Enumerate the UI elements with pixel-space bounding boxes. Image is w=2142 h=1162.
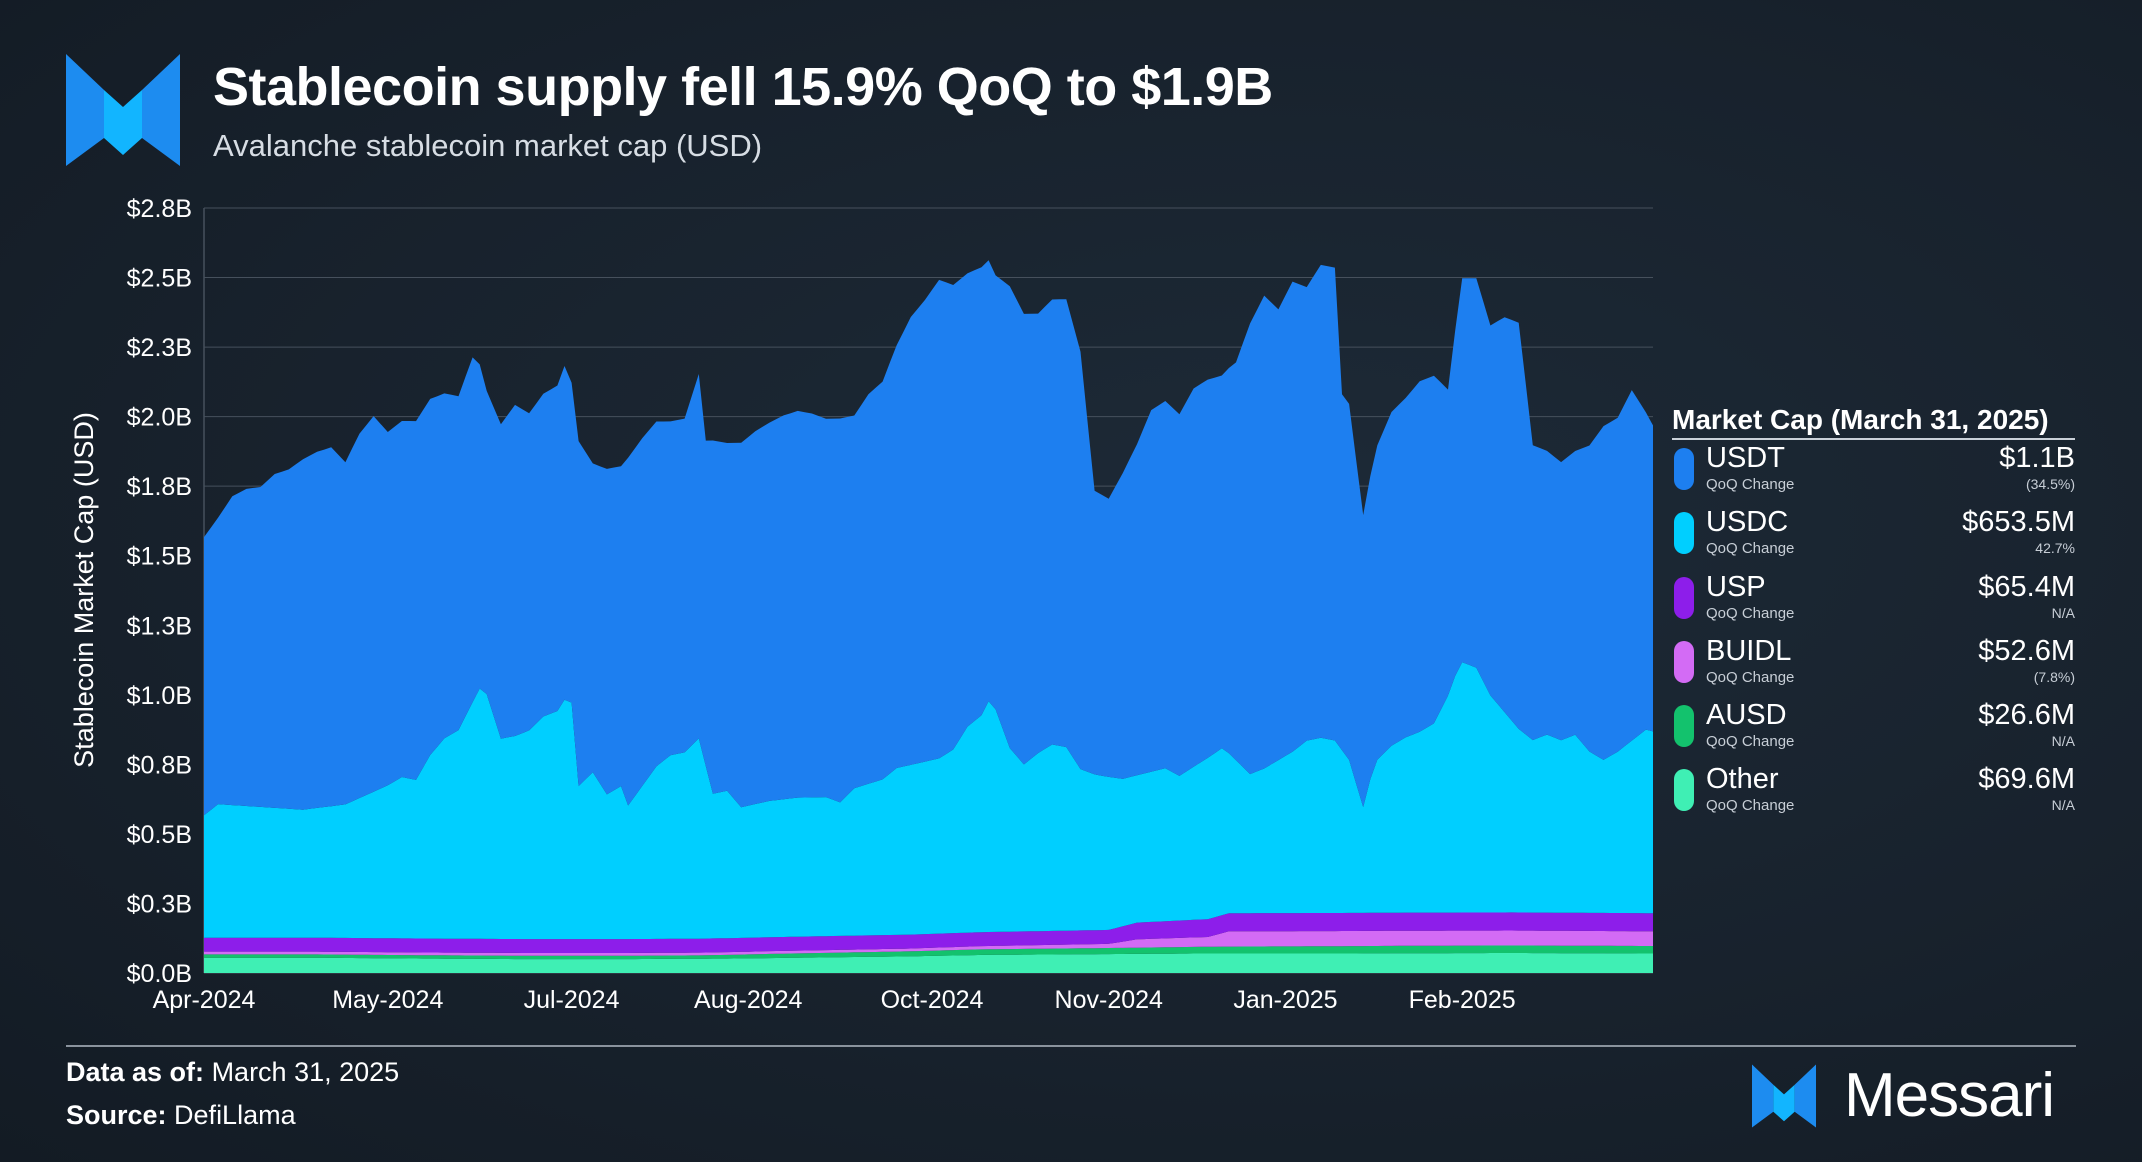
area-series-usdc (204, 662, 1653, 940)
legend-name: Other (1706, 763, 1779, 796)
legend-swatch (1674, 769, 1694, 812)
messari-brand-icon (1752, 1064, 1816, 1128)
legend-name: USDT (1706, 442, 1785, 474)
stacked-area-chart: $0.0B $0.3B $0.5B $0.8B $1.0B $1.3B $1.5B $1.8B… (69, 195, 1653, 1014)
x-tick-label: Jul-2024 (524, 986, 620, 1014)
legend-item-usdt: USDT QoQ Change $1.1B (34.5%) (1672, 440, 2075, 504)
legend-value: $65.4M (1978, 570, 2075, 603)
data-as-of-label: Data as of: (66, 1057, 205, 1087)
y-tick-label: $2.5B (127, 265, 192, 293)
x-tick-label: Jan-2025 (1233, 986, 1337, 1014)
legend-change: N/A (2051, 797, 2075, 814)
y-tick-label: $2.8B (127, 195, 192, 223)
y-tick-label: $0.0B (127, 960, 192, 988)
y-tick-label: $1.8B (127, 473, 192, 501)
source-label: Source: (66, 1100, 167, 1130)
area-series-buidl (204, 930, 1653, 956)
legend-title: Market Cap (March 31, 2025) (1672, 404, 2075, 440)
legend-change: N/A (2051, 604, 2075, 621)
legend-sublabel: QoQ Change (1706, 733, 1795, 751)
x-tick-label: Nov-2024 (1055, 986, 1163, 1014)
legend-item-usp: USP QoQ Change $65.4M N/A (1672, 569, 2075, 633)
legend-sublabel: QoQ Change (1706, 797, 1795, 815)
legend-change: (7.8%) (2033, 668, 2075, 685)
source: Source: DefiLlama (66, 1100, 296, 1131)
legend-sublabel: QoQ Change (1706, 668, 1795, 686)
legend-item-usdc: USDC QoQ Change $653.5M 42.7% (1672, 504, 2075, 568)
area-series-usp (204, 912, 1653, 953)
x-tick-label: Apr-2024 (153, 986, 256, 1014)
legend-name: AUSD (1706, 699, 1787, 732)
legend-change: 42.7% (2035, 540, 2075, 557)
x-tick-label: Aug-2024 (694, 986, 803, 1014)
legend-value: $26.6M (1978, 699, 2075, 732)
area-series-ausd (204, 945, 1653, 960)
legend-change: (34.5%) (2025, 476, 2075, 492)
legend-item-buidl: BUIDL QoQ Change $52.6M (7.8%) (1672, 633, 2075, 697)
y-tick-label: $1.5B (127, 543, 192, 571)
x-tick-label: May-2024 (332, 986, 443, 1014)
x-tick-label: Feb-2025 (1409, 986, 1516, 1014)
legend-change: N/A (2051, 733, 2075, 750)
y-tick-label: $2.0B (127, 404, 192, 432)
area-series-other (204, 953, 1653, 973)
source-value: DefiLlama (174, 1100, 296, 1130)
y-tick-label: $2.3B (127, 334, 192, 362)
legend-name: BUIDL (1706, 634, 1792, 667)
legend-item-other: Other QoQ Change $69.6M N/A (1672, 761, 2075, 825)
footer-divider (66, 1045, 2076, 1047)
chart-subtitle: Avalanche stablecoin market cap (USD) (213, 128, 763, 163)
legend-value: $653.5M (1962, 506, 2075, 539)
legend-value: $1.1B (1999, 442, 2075, 474)
messari-wordmark: Messari (1844, 1061, 2055, 1130)
y-tick-label: $1.3B (127, 612, 192, 640)
legend: Market Cap (March 31, 2025) USDT QoQ Cha… (1672, 404, 2075, 826)
chart-title: Stablecoin supply fell 15.9% QoQ to $1.9… (213, 57, 1273, 117)
y-tick-label: $0.5B (127, 821, 192, 849)
legend-swatch (1674, 705, 1694, 748)
y-axis-label: Stablecoin Market Cap (USD) (69, 412, 99, 768)
legend-sublabel: QoQ Change (1706, 604, 1795, 622)
legend-swatch (1674, 448, 1694, 490)
x-tick-label: Oct-2024 (881, 986, 984, 1014)
legend-value: $69.6M (1978, 763, 2075, 796)
data-as-of-value: March 31, 2025 (211, 1057, 400, 1087)
y-tick-label: $0.3B (127, 890, 192, 918)
area-series-usdt (204, 260, 1653, 816)
legend-value: $52.6M (1978, 634, 2075, 667)
messari-brand: Messari (1752, 1061, 2082, 1134)
legend-name: USDC (1706, 506, 1789, 539)
legend-item-ausd: AUSD QoQ Change $26.6M N/A (1672, 697, 2075, 761)
y-tick-label: $1.0B (127, 682, 192, 710)
legend-name: USP (1706, 570, 1766, 603)
legend-swatch (1674, 640, 1694, 683)
y-tick-label: $0.8B (127, 751, 192, 779)
legend-sublabel: QoQ Change (1706, 540, 1795, 558)
legend-swatch (1674, 512, 1694, 555)
legend-sublabel: QoQ Change (1706, 476, 1795, 493)
legend-swatch (1674, 576, 1694, 619)
messari-logo-icon (66, 54, 180, 166)
data-as-of: Data as of: March 31, 2025 (66, 1057, 399, 1088)
